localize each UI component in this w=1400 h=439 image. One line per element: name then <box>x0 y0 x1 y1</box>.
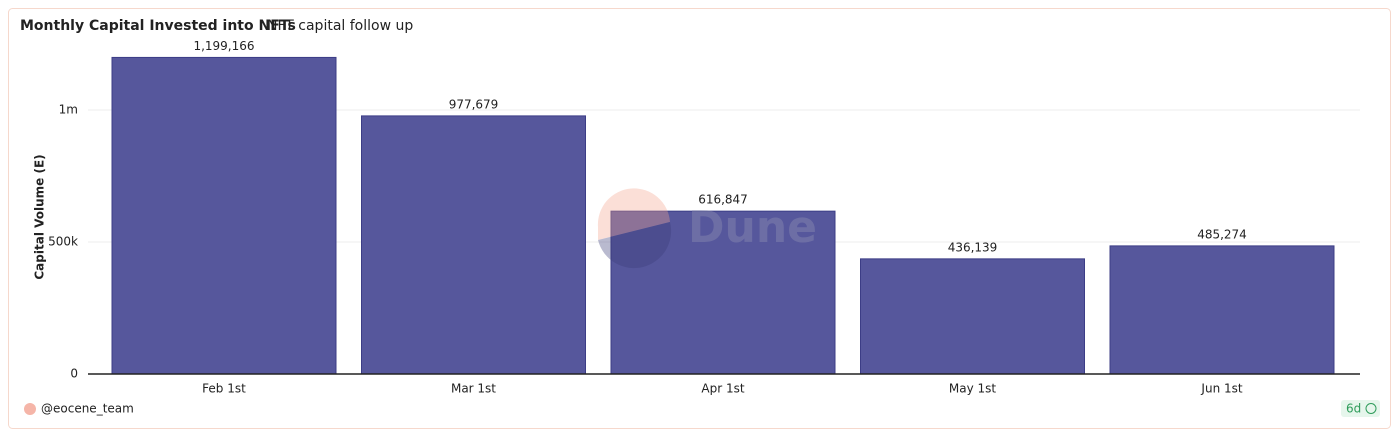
bar <box>610 210 836 375</box>
bar <box>111 56 337 375</box>
value-label: 616,847 <box>698 193 748 207</box>
y-tick-label: 500k <box>48 235 78 249</box>
value-label: 1,199,166 <box>193 39 254 53</box>
x-tick-label: May 1st <box>949 382 997 396</box>
watermark-logo <box>597 188 670 240</box>
bar <box>1109 245 1335 375</box>
watermark-logo <box>598 222 672 269</box>
x-tick-label: Jun 1st <box>1200 382 1242 396</box>
value-label: 977,679 <box>449 97 499 111</box>
check-icon <box>1365 403 1377 414</box>
y-axis-label: Capital Volume (E) <box>33 154 47 279</box>
x-tick-label: Apr 1st <box>701 382 744 396</box>
x-tick-label: Mar 1st <box>451 382 496 396</box>
y-tick-label: 0 <box>70 367 78 381</box>
value-label: 436,139 <box>948 240 998 254</box>
watermark-text: Dune <box>688 202 817 253</box>
bar <box>361 115 586 375</box>
x-tick-label: Feb 1st <box>202 382 246 396</box>
watermark: Dune <box>597 188 817 269</box>
value-label: 485,274 <box>1197 227 1247 241</box>
bar <box>860 258 1085 375</box>
age-badge <box>1341 400 1380 417</box>
age: 6d <box>1346 402 1361 416</box>
y-tick-label: 1m <box>59 103 78 117</box>
chart-subtitle: NFT capital follow up <box>267 18 413 34</box>
chart-title: Monthly Capital Invested into NFTs <box>20 18 296 34</box>
author-avatar <box>24 403 36 415</box>
author[interactable]: @eocene_team <box>41 402 134 416</box>
